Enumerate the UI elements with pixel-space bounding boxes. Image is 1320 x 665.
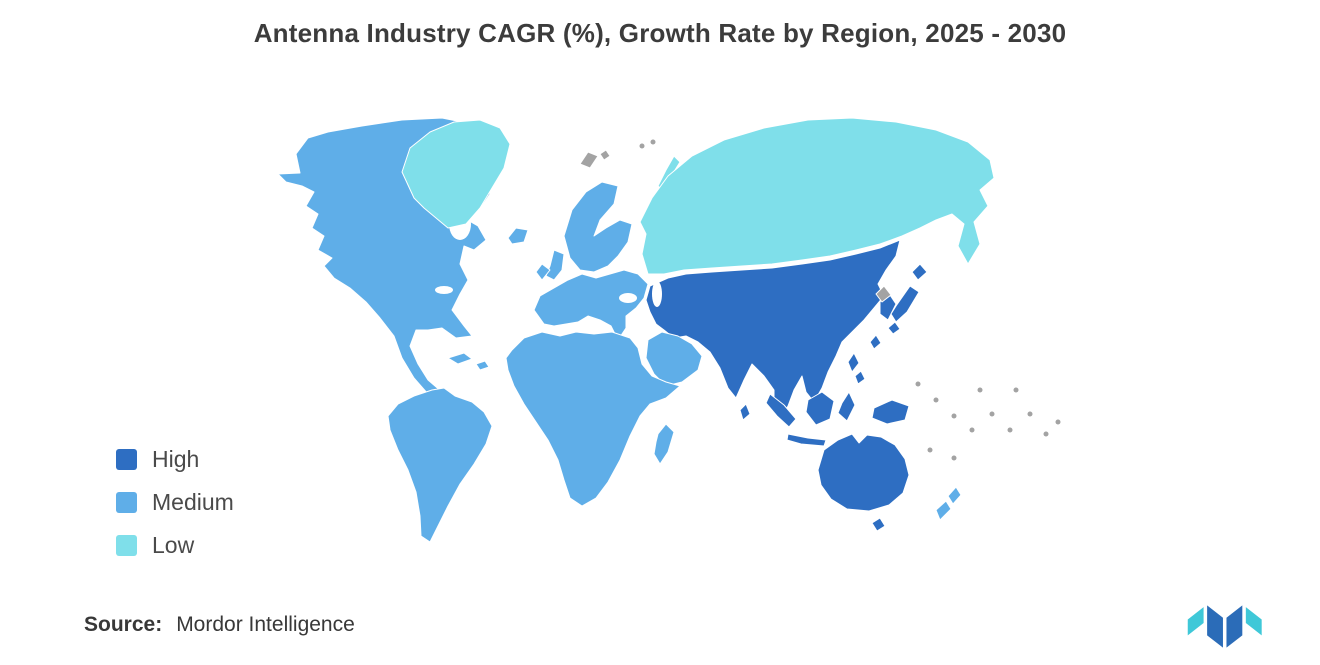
logo-accent-right	[1245, 607, 1262, 636]
region-new-zealand-north	[947, 486, 962, 505]
pacific-islet	[927, 447, 933, 453]
mordor-intelligence-logo	[1187, 605, 1262, 648]
pacific-islet	[1027, 411, 1033, 417]
region-greenland	[401, 119, 511, 229]
region-japan-kyushu	[887, 321, 901, 335]
caspian-sea-water	[652, 281, 662, 307]
region-sumatra	[765, 393, 797, 428]
pacific-islet	[989, 411, 995, 417]
pacific-islet	[977, 387, 983, 393]
legend-swatch-high	[116, 449, 137, 470]
legend-label-low: Low	[152, 532, 195, 558]
region-south-america	[387, 387, 493, 543]
region-philippines-north	[847, 352, 860, 373]
region-svalbard-islet	[599, 149, 611, 161]
region-svalbard	[579, 151, 599, 169]
region-japan-honshu	[890, 285, 920, 323]
black-sea-water	[619, 293, 637, 303]
logo-leg-right	[1226, 605, 1243, 648]
pacific-islet	[1013, 387, 1019, 393]
world-map-container	[130, 78, 1130, 578]
pacific-islet	[969, 427, 975, 433]
region-cuba	[447, 352, 473, 365]
legend-item-low: Low	[116, 532, 234, 559]
arctic-islet	[639, 143, 645, 149]
legend-label-medium: Medium	[152, 489, 234, 515]
region-australia	[817, 433, 910, 512]
pacific-islet	[951, 413, 957, 419]
world-map	[277, 117, 1061, 543]
source-row: Source: Mordor Intelligence	[84, 613, 355, 637]
legend-item-medium: Medium	[116, 489, 234, 516]
region-asia-high	[645, 239, 901, 421]
great-lakes-water	[435, 286, 453, 294]
region-russia	[639, 117, 995, 275]
region-arabia	[645, 331, 703, 387]
region-new-zealand-south	[935, 500, 952, 521]
region-hispaniola	[475, 360, 490, 371]
logo-leg-left	[1207, 605, 1223, 648]
pacific-islet	[915, 381, 921, 387]
chart-title: Antenna Industry CAGR (%), Growth Rate b…	[253, 18, 1067, 48]
arctic-islet	[650, 139, 656, 145]
region-ireland	[535, 263, 551, 281]
legend-swatch-medium	[116, 492, 137, 513]
region-new-guinea	[871, 399, 910, 425]
region-java	[786, 433, 827, 447]
region-tasmania	[871, 517, 886, 532]
region-japan-hokkaido	[911, 263, 928, 281]
region-north-korea	[875, 285, 892, 303]
region-borneo	[805, 391, 835, 426]
legend-item-high: High	[116, 446, 234, 473]
logo-accent-left	[1187, 607, 1204, 636]
region-scandinavia	[563, 181, 633, 273]
pacific-islet	[1007, 427, 1013, 433]
region-philippines-south	[854, 370, 866, 385]
region-iceland	[507, 227, 529, 245]
region-sulawesi	[837, 391, 856, 422]
pacific-islet	[1043, 431, 1049, 437]
region-taiwan	[869, 334, 882, 350]
region-sri-lanka	[739, 403, 751, 421]
legend-swatch-low	[116, 535, 137, 556]
source-label: Source:	[84, 613, 163, 636]
region-madagascar	[653, 423, 675, 465]
region-europe	[533, 269, 649, 341]
region-uk	[545, 249, 565, 281]
pacific-islet	[1055, 419, 1061, 425]
source-name: Mordor Intelligence	[176, 613, 355, 636]
region-africa	[505, 331, 681, 507]
legend-label-high: High	[152, 446, 200, 472]
pacific-islet	[933, 397, 939, 403]
legend: High Medium Low	[116, 446, 234, 575]
pacific-islet	[951, 455, 957, 461]
